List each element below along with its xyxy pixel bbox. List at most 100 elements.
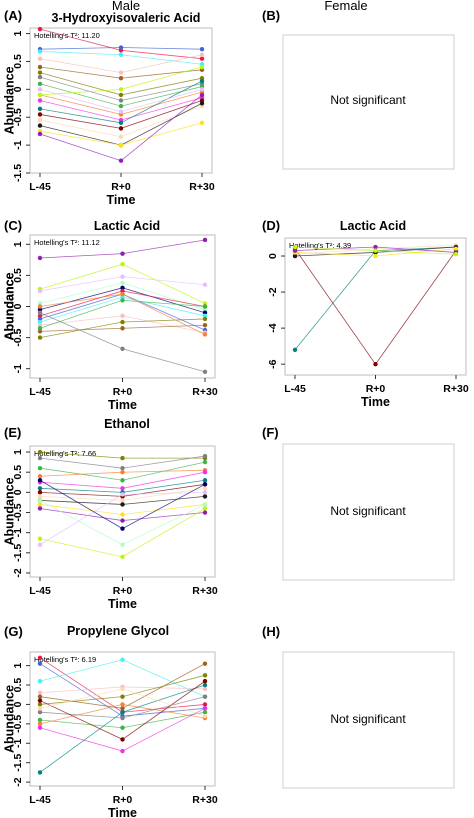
data-point — [37, 288, 43, 294]
data-point — [37, 117, 43, 123]
x-tick-label: L-45 — [284, 383, 306, 395]
data-point — [37, 478, 43, 483]
data-point — [120, 518, 125, 523]
x-tick-label: R+30 — [443, 383, 469, 395]
data-point — [202, 313, 208, 319]
data-point — [120, 478, 125, 483]
data-point — [120, 657, 125, 662]
data-point — [120, 526, 125, 531]
y-tick-label: 0 — [267, 253, 279, 259]
data-point — [37, 112, 43, 117]
data-point — [37, 326, 43, 331]
data-point — [202, 282, 208, 287]
chart-title: 3-Hydroxyisovaleric Acid — [52, 11, 201, 25]
y-axis-label: Abundance — [2, 685, 16, 753]
data-point — [202, 506, 208, 511]
data-point — [120, 710, 125, 715]
data-point — [37, 702, 43, 707]
x-tick-label: R+0 — [113, 386, 133, 398]
panel-letter: (A) — [4, 8, 22, 23]
data-point — [202, 307, 208, 312]
data-point — [37, 49, 43, 54]
y-tick-label: -1.5 — [12, 544, 24, 562]
x-tick-label: R+30 — [192, 794, 218, 806]
x-tick-label: R+0 — [113, 794, 133, 806]
panel-g: (G) Propylene Glycol Hotelling's T²: 6.1… — [2, 624, 218, 818]
data-point — [199, 56, 205, 61]
data-point — [202, 702, 208, 707]
y-tick-label: 0.5 — [12, 54, 24, 69]
data-point — [37, 131, 43, 137]
data-point — [37, 92, 43, 98]
data-point — [37, 70, 43, 75]
y-tick-label: -2 — [12, 568, 24, 577]
panel-a: (A) 3-Hydroxyisovaleric Acid Hotelling's… — [2, 8, 215, 207]
series-line — [39, 54, 203, 74]
data-point — [120, 326, 125, 331]
y-tick-label: 0.5 — [12, 268, 24, 283]
data-point — [37, 465, 43, 471]
panel-c: (C) Lactic Acid Hotelling's T²: 11.12 -1 -… — [2, 218, 218, 412]
chart-e-plot: Hotelling's T²: 7.66-2-1.5-1-0.500.51L-4… — [2, 445, 218, 611]
y-tick-label: 0.5 — [12, 678, 24, 693]
data-point — [37, 725, 43, 730]
data-point — [199, 52, 205, 57]
hotelling-annotation: Hotelling's T²: 6.19 — [34, 655, 96, 664]
data-point — [37, 542, 43, 547]
chart-d-plot: Hotelling's T²: 4.39 -6 -4 -2 0 L-45 R+0 R+30 Ti… — [2, 237, 469, 409]
data-point — [37, 26, 43, 32]
data-point — [202, 706, 208, 711]
y-tick-label: -4 — [267, 323, 279, 332]
chart-title: Lactic Acid — [94, 219, 160, 233]
x-tick-label: R+0 — [366, 383, 386, 395]
data-point — [202, 304, 208, 309]
data-point — [37, 307, 43, 312]
x-axis-label: Time — [108, 597, 137, 611]
x-tick-label: R+0 — [113, 585, 133, 597]
data-point — [199, 64, 205, 70]
chart-a-plot: Hotelling's T²: 11.20 -1.5 -1 -0.5 0 0.5 1 L-45… — [2, 26, 215, 207]
data-point — [37, 316, 43, 322]
data-point — [37, 64, 43, 70]
data-point — [37, 506, 43, 511]
data-point — [120, 285, 125, 291]
data-point — [37, 329, 43, 334]
not-significant-label: Not significant — [330, 504, 406, 518]
data-point — [118, 109, 124, 114]
data-point — [37, 494, 43, 499]
data-point — [118, 45, 124, 50]
data-point — [118, 158, 124, 163]
data-point — [202, 710, 208, 715]
x-axis-label: Time — [108, 398, 137, 412]
y-tick-label: -0.5 — [12, 715, 24, 733]
data-point — [120, 274, 125, 279]
x-tick-label: L-45 — [29, 181, 51, 193]
data-point — [37, 310, 43, 315]
panel-e: (E) Ethanol Hotelling's T²: 7.66-2-1.5-1… — [2, 417, 218, 611]
data-point — [37, 490, 43, 495]
y-tick-label: -1 — [12, 364, 24, 373]
chart-c-plot: Hotelling's T²: 11.12 -1 -0.5 0 0.5 1 L-45 R+0 R… — [2, 234, 218, 412]
data-point — [37, 123, 43, 128]
data-point — [37, 770, 43, 775]
data-point — [202, 486, 208, 491]
chart-title: Propylene Glycol — [67, 624, 169, 638]
plot-frame — [284, 237, 467, 376]
data-point — [120, 455, 125, 461]
data-point — [120, 319, 125, 325]
data-point — [37, 98, 43, 103]
data-point — [118, 98, 124, 103]
data-point — [202, 482, 208, 487]
data-point — [120, 346, 125, 351]
series-line — [294, 246, 457, 351]
data-point — [120, 686, 125, 692]
y-tick-label: -2 — [12, 777, 24, 786]
data-point — [202, 661, 208, 666]
data-point — [120, 502, 125, 507]
data-point — [202, 369, 208, 374]
data-point — [37, 87, 43, 92]
data-point — [37, 304, 43, 309]
y-tick-label: -0.5 — [12, 503, 24, 521]
male-header: Male — [112, 0, 140, 13]
y-tick-label: 0 — [12, 701, 24, 707]
